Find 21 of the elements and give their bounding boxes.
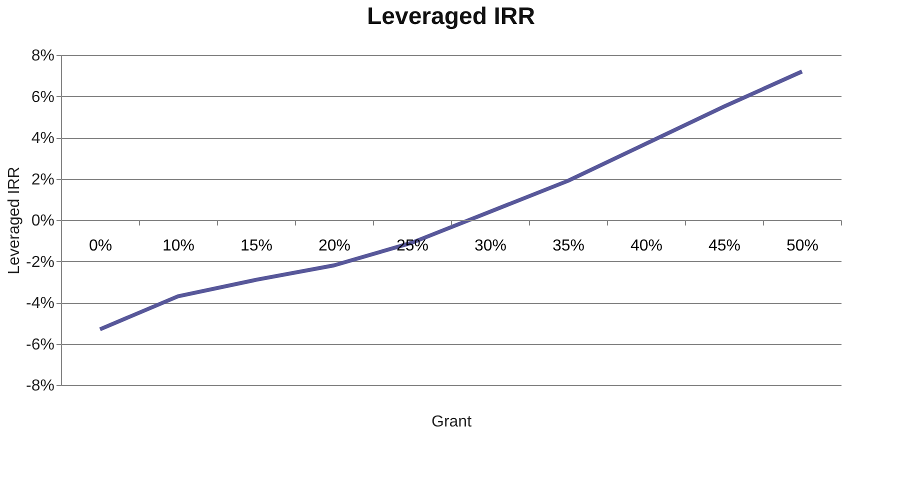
chart-title: Leveraged IRR: [366, 3, 536, 30]
x-tick-label: 35%: [552, 238, 585, 254]
x-tick-label: 50%: [786, 238, 819, 254]
y-axis-title: Leveraged IRR: [6, 166, 24, 274]
y-tick-label: -6%: [26, 336, 54, 354]
y-tick-label: -8%: [26, 378, 54, 394]
x-tick-label: 15%: [240, 238, 273, 254]
x-tick-label: 40%: [630, 238, 663, 254]
x-tick-label: 20%: [318, 238, 351, 254]
x-tick-label: 30%: [474, 238, 507, 254]
y-tick-label: -4%: [26, 295, 54, 312]
x-tick-label: 0%: [88, 238, 112, 254]
y-tick-label: 2%: [31, 171, 54, 188]
x-tick-label: 45%: [708, 238, 741, 254]
y-tick-label: 8%: [31, 48, 54, 64]
y-tick-label: 0%: [31, 212, 54, 230]
y-tick-label: 4%: [31, 130, 54, 147]
x-tick-label: 10%: [162, 238, 195, 254]
x-axis-title: Grant: [431, 414, 472, 430]
y-tick-label: 6%: [31, 88, 54, 106]
y-tick-label: -2%: [26, 254, 54, 271]
